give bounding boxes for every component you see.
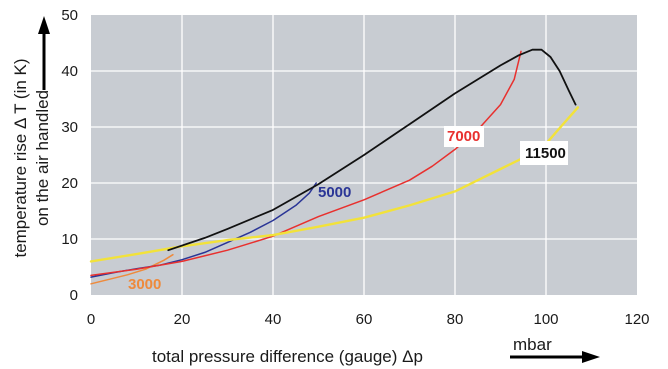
y-tick-label: 10	[61, 231, 78, 248]
series-label-7000: 7000	[447, 128, 480, 145]
x-tick-label: 40	[265, 311, 282, 328]
x-tick-label: 100	[533, 311, 558, 328]
y-axis-arrow-icon	[38, 16, 50, 90]
series-label-box	[520, 141, 568, 165]
x-tick-label: 60	[356, 311, 373, 328]
x-tick-label: 0	[87, 311, 95, 328]
y-tick-label: 30	[61, 119, 78, 136]
y-tick-label: 0	[70, 287, 78, 304]
series-line-3000	[90, 253, 174, 285]
series-labels: 3000 5000 7000 11500	[128, 126, 568, 293]
series-label-3000: 3000	[128, 276, 161, 293]
series-line-7000	[90, 50, 522, 277]
x-tick-label: 80	[447, 311, 464, 328]
x-tick-label: 120	[624, 311, 649, 328]
y-tick-label: 20	[61, 175, 78, 192]
tick-labels: 0 20 40 60 80 100 120 0 10 20 30 40 50	[61, 7, 649, 328]
x-axis-unit: mbar	[513, 335, 552, 354]
y-tick-label: 50	[61, 7, 78, 24]
series-label-5000: 5000	[318, 184, 351, 201]
x-tick-label: 20	[174, 311, 191, 328]
series-label-11500: 11500	[525, 145, 566, 162]
series-layer	[89, 48, 580, 285]
y-axis-title-line2: on the air handled	[33, 90, 52, 226]
series-line-black	[167, 48, 577, 252]
series-label-box	[444, 126, 484, 147]
y-axis-title: temperature rise Δ T (in K)	[11, 58, 30, 257]
y-tick-label: 40	[61, 63, 78, 80]
x-axis-title: total pressure difference (gauge) Δp	[152, 347, 423, 366]
x-axis-arrow-icon	[510, 351, 600, 363]
